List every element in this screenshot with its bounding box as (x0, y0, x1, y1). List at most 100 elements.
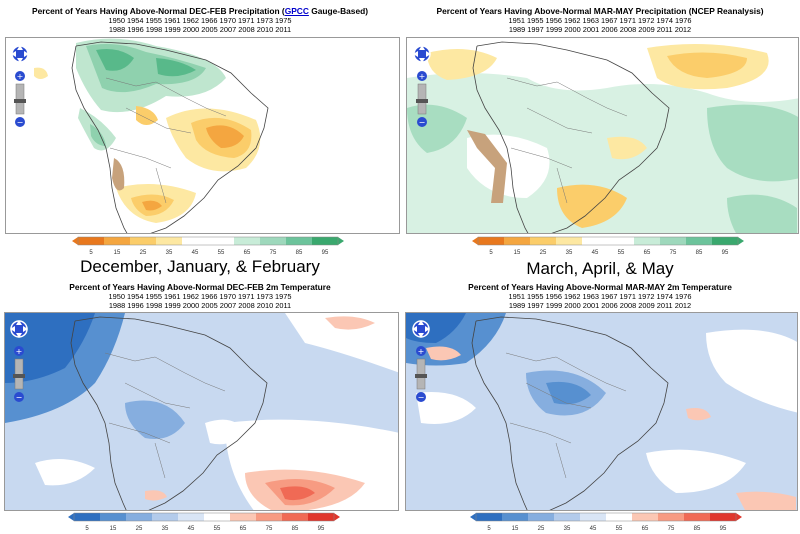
precip-map-canvas-2 (407, 38, 798, 233)
colorbar-segment (74, 513, 100, 521)
colorbar-tick-label: 55 (214, 526, 221, 532)
colorbar-segment (712, 237, 738, 245)
colorbar-tick-label: 35 (162, 526, 169, 532)
colorbar-segment (710, 513, 736, 521)
colorbar-segment (632, 513, 658, 521)
svg-text:−: − (418, 393, 425, 402)
colorbar-segment (582, 237, 608, 245)
colorbar-tick-label: 75 (266, 526, 273, 532)
colorbar-segment (282, 513, 308, 521)
colorbar: 5 15 25 35 45 55 65 75 85 95 (470, 512, 742, 532)
gpcc-link[interactable]: GPCC (284, 6, 309, 16)
colorbar-arrow-high (338, 237, 344, 245)
colorbar: 5 15 25 35 45 55 65 75 85 95 (472, 236, 744, 256)
colorbar-border (475, 512, 737, 522)
temp-map-canvas (5, 313, 398, 510)
colorbar-segment (308, 513, 334, 521)
pan-zoom-control-icon[interactable]: + − (7, 317, 31, 409)
legend-temp-mar-may: 5 15 25 35 45 55 65 75 85 95 (468, 512, 743, 532)
colorbar-tick-label: 35 (566, 250, 573, 256)
colorbar-segment (686, 237, 712, 245)
colorbar-tick-label: 95 (720, 526, 727, 532)
colorbar-arrow-high (738, 237, 744, 245)
colorbar-tick-label: 65 (240, 526, 247, 532)
svg-text:−: − (419, 118, 426, 127)
svg-text:−: − (16, 393, 23, 402)
map-zoom-controls: + − (409, 317, 435, 414)
colorbar-tick-label: 5 (85, 526, 89, 532)
panel-title-mar-may-temp: Percent of Years Having Above-Normal MAR… (468, 282, 732, 310)
colorbar-segment (476, 513, 502, 521)
colorbar-segment (684, 513, 710, 521)
colorbar-tick-label: 65 (244, 250, 251, 256)
panel-title-mar-may-precip: Percent of Years Having Above-Normal MAR… (436, 6, 764, 34)
colorbar-tick-label: 85 (296, 250, 303, 256)
colorbar: 5 15 25 35 45 55 65 75 85 95 (68, 512, 340, 532)
pan-zoom-control-icon[interactable]: + − (8, 42, 32, 134)
season-label-dec-jan-feb: December, January, & February (80, 257, 320, 276)
colorbar-segment (554, 513, 580, 521)
colorbar-tick-label: 55 (616, 526, 623, 532)
map-mar-may-precipitation[interactable] (406, 37, 799, 234)
colorbar-segment (126, 513, 152, 521)
colorbar-tick-label: 15 (114, 250, 121, 256)
colorbar-segment (78, 237, 104, 245)
colorbar-segment (152, 513, 178, 521)
colorbar-segment (606, 513, 632, 521)
colorbar-arrow-high (334, 513, 340, 521)
colorbar-tick-label: 85 (696, 250, 703, 256)
colorbar-segment (660, 237, 686, 245)
pan-zoom-control-icon[interactable]: + − (410, 42, 434, 134)
colorbar-tick-label: 95 (322, 250, 329, 256)
colorbar-tick-label: 25 (540, 250, 547, 256)
colorbar-border (73, 512, 335, 522)
map-dec-feb-precipitation[interactable] (5, 37, 400, 234)
colorbar-segment (230, 513, 256, 521)
legend-temp-dec-feb: 5 15 25 35 45 55 65 75 85 95 (66, 512, 341, 532)
colorbar-tick-label: 5 (89, 250, 93, 256)
legend-precip-mar-may: 5 15 25 35 45 55 65 75 85 95 (470, 236, 745, 256)
map-zoom-controls: + − (7, 317, 33, 414)
colorbar-segment (312, 237, 338, 245)
colorbar-segment (478, 237, 504, 245)
colorbar-tick-label: 65 (644, 250, 651, 256)
colorbar-border (77, 236, 339, 246)
colorbar-tick-label: 5 (487, 526, 491, 532)
colorbar-tick-label: 5 (489, 250, 493, 256)
svg-text:+: + (16, 347, 23, 356)
panel-title-dec-feb-temp: Percent of Years Having Above-Normal DEC… (69, 282, 331, 310)
colorbar-segment (260, 237, 286, 245)
colorbar-tick-label: 55 (218, 250, 225, 256)
colorbar-segment (182, 237, 208, 245)
map-zoom-controls: + − (8, 42, 34, 139)
map-mar-may-temperature[interactable] (405, 312, 798, 511)
colorbar-arrow-high (736, 513, 742, 521)
colorbar-segment (130, 237, 156, 245)
colorbar-tick-label: 85 (694, 526, 701, 532)
map-zoom-controls: + − (410, 42, 436, 139)
colorbar-segment (634, 237, 660, 245)
season-label-mar-apr-may: March, April, & May (526, 259, 674, 278)
colorbar-segment (556, 237, 582, 245)
colorbar-tick-label: 45 (592, 250, 599, 256)
colorbar-tick-label: 95 (722, 250, 729, 256)
colorbar-segment (658, 513, 684, 521)
colorbar-tick-label: 25 (538, 526, 545, 532)
colorbar: 5 15 25 35 45 55 65 75 85 95 (72, 236, 344, 256)
colorbar-segment (178, 513, 204, 521)
svg-text:+: + (17, 72, 24, 81)
colorbar-tick-label: 25 (136, 526, 143, 532)
colorbar-segment (608, 237, 634, 245)
map-dec-feb-temperature[interactable] (4, 312, 399, 511)
panel-title-dec-feb-precip: Percent of Years Having Above-Normal DEC… (31, 6, 369, 34)
colorbar-tick-label: 75 (668, 526, 675, 532)
colorbar-tick-label: 25 (140, 250, 147, 256)
colorbar-tick-label: 65 (642, 526, 649, 532)
colorbar-segment (256, 513, 282, 521)
colorbar-arrow-low (72, 237, 78, 245)
colorbar-arrow-low (68, 513, 74, 521)
colorbar-arrow-low (470, 513, 476, 521)
colorbar-segment (528, 513, 554, 521)
pan-zoom-control-icon[interactable]: + − (409, 317, 433, 409)
colorbar-segment (100, 513, 126, 521)
